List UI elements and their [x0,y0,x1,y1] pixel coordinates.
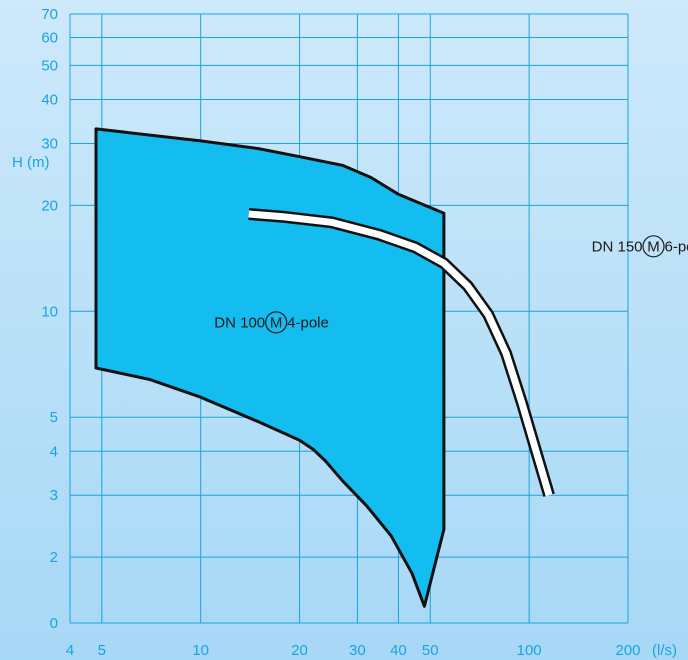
x-tick-label-8: 200 [615,642,640,659]
annotation-dn150-prefix: DN 150 [592,238,643,255]
annotation-dn150-symbol: M [647,238,660,255]
y-tick-label-9: 50 [41,57,58,74]
annotation-dn100-symbol: M [270,314,283,331]
x-tick-label-0: 4 [66,642,74,659]
tick-labels: 4 5 10 20 30 40 50 100 200 0 2 3 4 5 10 20 30 40 50 60 70 [41,6,640,659]
y-tick-label-1: 2 [50,549,58,566]
y-tick-label-2: 3 [50,487,58,504]
series-layer [94,127,555,608]
y-tick-label-5: 10 [41,303,58,320]
x-tick-label-5: 40 [390,642,407,659]
annotation-dn100: DN 100 M 4-pole [214,311,329,334]
x-tick-label-7: 100 [517,642,542,659]
y-tick-label-7: 30 [41,135,58,152]
motor-symbol-circle [265,311,288,334]
x-tick-label-6: 50 [422,642,439,659]
annotation-dn100-suffix: 4-pole [287,314,329,331]
y-tick-label-10: 60 [41,30,58,47]
y-tick-label-0: 0 [50,615,58,632]
y-tick-label-11: 70 [41,6,58,23]
x-axis-label: (l/s) [652,642,677,659]
annotation-dn150: DN 150 M 6-pole [592,235,688,258]
x-tick-label-4: 30 [349,642,366,659]
y-tick-label-8: 40 [41,91,58,108]
annotation-dn100-prefix: DN 100 [214,314,265,331]
y-tick-label-4: 5 [50,409,58,426]
x-tick-label-3: 20 [291,642,308,659]
y-axis-label: H (m) [12,154,50,171]
x-tick-label-2: 10 [192,642,209,659]
motor-symbol-circle [642,235,665,258]
annotations: DN 100 M 4-pole DN 150 M 6-pole [214,235,688,334]
y-tick-label-6: 20 [41,197,58,214]
series-region-0 [94,127,446,608]
x-tick-label-1: 5 [98,642,106,659]
annotation-dn150-suffix: 6-pole [665,238,688,255]
y-tick-label-3: 4 [50,443,58,460]
series-curve-1 [248,210,553,497]
